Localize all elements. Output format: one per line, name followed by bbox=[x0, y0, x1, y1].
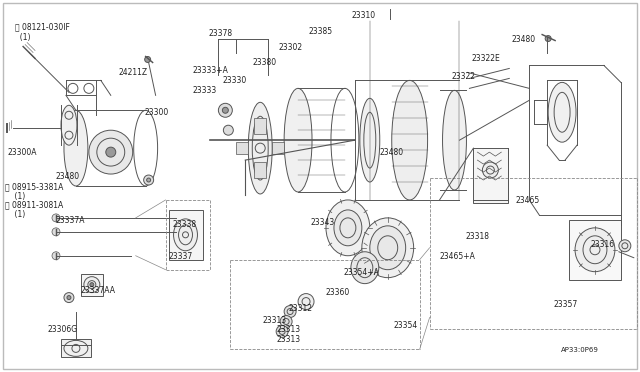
Ellipse shape bbox=[61, 105, 77, 145]
Text: 23354: 23354 bbox=[394, 321, 418, 330]
Text: 23306G: 23306G bbox=[47, 326, 77, 334]
Circle shape bbox=[276, 326, 288, 337]
Text: 23302: 23302 bbox=[278, 42, 302, 52]
Text: 23385: 23385 bbox=[308, 26, 332, 36]
Circle shape bbox=[483, 162, 499, 178]
Circle shape bbox=[145, 57, 150, 62]
Ellipse shape bbox=[84, 277, 100, 293]
Text: 23322: 23322 bbox=[451, 73, 476, 81]
Bar bbox=[236, 142, 248, 154]
Circle shape bbox=[223, 125, 234, 135]
Ellipse shape bbox=[64, 110, 88, 186]
Ellipse shape bbox=[370, 226, 406, 270]
Text: 23310: 23310 bbox=[352, 11, 376, 20]
Ellipse shape bbox=[326, 200, 370, 256]
Bar bbox=[168, 210, 204, 260]
Circle shape bbox=[106, 147, 116, 157]
Text: Ⓝ 08911-3081A
    (1): Ⓝ 08911-3081A (1) bbox=[5, 200, 63, 219]
Text: AP33:0P69: AP33:0P69 bbox=[561, 347, 599, 353]
Circle shape bbox=[298, 294, 314, 310]
Ellipse shape bbox=[248, 102, 272, 194]
Text: 23343: 23343 bbox=[310, 218, 334, 227]
Circle shape bbox=[67, 296, 71, 299]
Text: 23312: 23312 bbox=[288, 304, 312, 312]
Text: 23380: 23380 bbox=[252, 58, 276, 67]
Bar bbox=[272, 142, 284, 154]
Ellipse shape bbox=[362, 218, 413, 278]
Text: 23330: 23330 bbox=[222, 76, 246, 86]
Text: 23480: 23480 bbox=[511, 35, 536, 44]
Circle shape bbox=[143, 175, 154, 185]
Circle shape bbox=[52, 228, 60, 236]
Text: 23337: 23337 bbox=[168, 252, 193, 261]
Bar bbox=[254, 162, 266, 178]
Text: 23357: 23357 bbox=[553, 299, 577, 309]
Circle shape bbox=[52, 252, 60, 260]
Circle shape bbox=[52, 214, 60, 222]
Ellipse shape bbox=[575, 228, 615, 272]
Text: 23354+A: 23354+A bbox=[344, 268, 380, 277]
Text: 23313: 23313 bbox=[276, 326, 300, 334]
Bar bbox=[569, 220, 621, 280]
Circle shape bbox=[222, 107, 228, 113]
Circle shape bbox=[64, 293, 74, 302]
Text: Ⓑ 08121-030IF
  (1): Ⓑ 08121-030IF (1) bbox=[15, 23, 70, 42]
Ellipse shape bbox=[360, 98, 380, 182]
Text: 23360: 23360 bbox=[326, 288, 350, 296]
Bar bbox=[81, 274, 103, 296]
Text: 23333+A: 23333+A bbox=[193, 67, 228, 76]
Ellipse shape bbox=[284, 89, 312, 192]
Text: 23480: 23480 bbox=[380, 148, 404, 157]
Ellipse shape bbox=[173, 219, 198, 251]
Text: 23313: 23313 bbox=[262, 315, 286, 324]
Ellipse shape bbox=[442, 90, 467, 190]
Circle shape bbox=[147, 178, 150, 182]
Text: 23318: 23318 bbox=[465, 232, 490, 241]
Ellipse shape bbox=[334, 210, 362, 246]
Text: 24211Z: 24211Z bbox=[119, 68, 148, 77]
Text: 23338: 23338 bbox=[173, 220, 196, 229]
Text: 23300: 23300 bbox=[145, 108, 169, 117]
Ellipse shape bbox=[392, 80, 428, 200]
Text: 23333: 23333 bbox=[193, 86, 217, 95]
Text: 23322E: 23322E bbox=[472, 54, 500, 64]
Text: 23378: 23378 bbox=[209, 29, 232, 38]
Circle shape bbox=[545, 36, 551, 42]
Text: 23465: 23465 bbox=[515, 196, 540, 205]
Bar bbox=[474, 148, 508, 203]
Text: 23337A: 23337A bbox=[56, 216, 86, 225]
Bar bbox=[61, 339, 91, 357]
Text: 23316: 23316 bbox=[591, 240, 615, 249]
Ellipse shape bbox=[548, 82, 576, 142]
Text: Ⓦ 08915-3381A
    (1): Ⓦ 08915-3381A (1) bbox=[5, 182, 63, 201]
Circle shape bbox=[218, 103, 232, 117]
Ellipse shape bbox=[351, 252, 379, 283]
Circle shape bbox=[619, 240, 631, 252]
Circle shape bbox=[89, 130, 132, 174]
Text: 23480: 23480 bbox=[56, 172, 80, 181]
Circle shape bbox=[280, 315, 292, 327]
Circle shape bbox=[90, 283, 94, 286]
Text: 23337AA: 23337AA bbox=[81, 286, 116, 295]
Text: 23313: 23313 bbox=[276, 336, 300, 344]
Circle shape bbox=[284, 305, 296, 318]
Bar bbox=[254, 118, 266, 134]
Text: 23465+A: 23465+A bbox=[440, 252, 476, 261]
Text: 23300A: 23300A bbox=[7, 148, 36, 157]
